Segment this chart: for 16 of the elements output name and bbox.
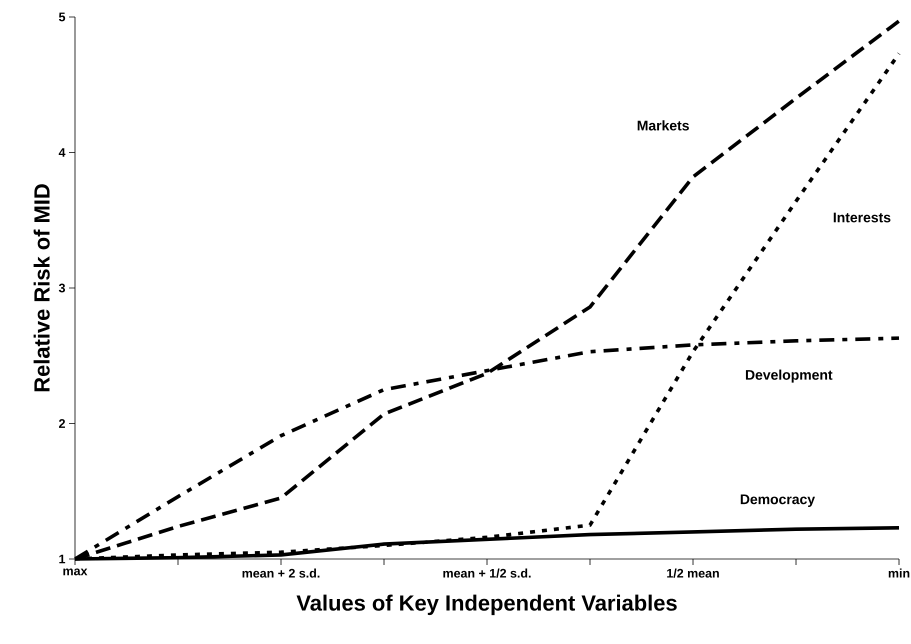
x-axis-title: Values of Key Independent Variables <box>296 594 677 616</box>
y-tick-label: 5 <box>58 12 66 22</box>
x-tick-label: max <box>63 568 88 576</box>
y-tick-label: 2 <box>58 419 65 428</box>
y-axis-title: Relative Risk of MID <box>34 184 50 392</box>
x-tick-label: mean + 2 s.d. <box>242 568 320 578</box>
x-tick-label: min <box>888 568 910 578</box>
series-label: Democracy <box>740 494 815 507</box>
y-tick-label: 3 <box>58 284 66 292</box>
y-tick-label: 1 <box>59 554 66 564</box>
x-tick-label: 1/2 mean <box>667 568 719 578</box>
series-label: Development <box>746 370 832 383</box>
text: Interests <box>834 212 890 222</box>
x-tick-label: mean + 1/2 s.d. <box>443 568 531 578</box>
y-tick-label: 4 <box>58 148 66 157</box>
text: Markets <box>638 120 689 131</box>
